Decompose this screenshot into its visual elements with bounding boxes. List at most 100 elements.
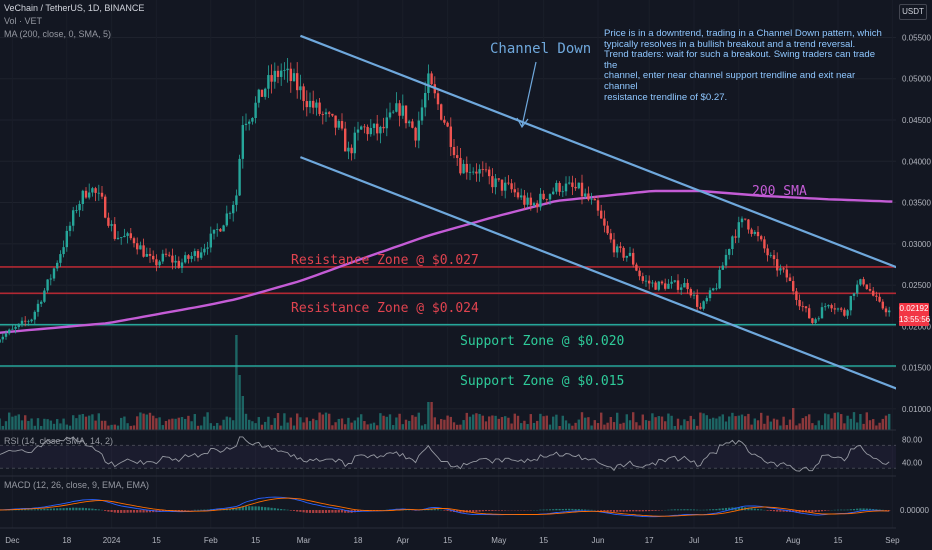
volume-bar [417,412,420,430]
volume-bar [689,415,692,430]
candle [808,308,811,319]
candle [363,126,366,128]
volume-bar [859,414,862,430]
volume-bar [779,425,782,430]
macd-histogram-bar [779,510,782,512]
macd-histogram-bar [65,507,68,511]
volume-bar [91,414,94,430]
macd-histogram-bar [113,510,116,513]
volume-bar [644,420,648,430]
candle [814,319,817,323]
volume-bar [459,424,462,430]
volume-bar [75,418,78,430]
macd-histogram-bar [177,510,180,511]
volume-bar [187,415,190,430]
volume-bar [155,418,158,430]
volume-bar [30,418,33,430]
macd-histogram-bar [331,510,334,513]
price-axis[interactable]: 0.05500 0.05000 0.04500 0.04000 0.03500 0.030… [896,0,932,550]
candle [766,248,769,256]
macd-histogram-bar [40,509,43,511]
symbol-title: VeChain / TetherUS, 1D, BINANCE [4,3,145,13]
candle [680,287,683,290]
macd-histogram-bar [820,510,824,512]
volume-bar [267,416,270,430]
volume-bar [356,417,360,430]
candle [452,146,456,156]
candle [852,293,856,296]
volume-bar [296,413,299,430]
currency-button[interactable]: USDT [899,4,927,20]
volume-bar [24,415,27,430]
candle [875,295,878,297]
volume-bar [680,425,683,430]
candle [305,101,308,108]
candle [622,247,625,258]
candle [321,114,324,115]
candle [657,281,660,290]
candle [440,104,443,120]
candle [827,305,830,307]
volume-bar [203,416,206,430]
volume-bar [196,425,200,430]
macd-histogram-bar [628,510,632,512]
volume-bar [651,413,654,430]
macd-histogram-bar [267,507,270,511]
candle [798,299,801,307]
macd-histogram-bar [766,510,769,511]
note-line: resistance trendline of $0.27. [604,91,728,103]
volume-bar [577,419,580,430]
candle [68,225,72,231]
macd-histogram-bar [686,509,689,511]
candle [801,306,804,308]
candle [667,283,670,289]
time-tick-label: 18 [62,536,71,545]
volume-bar [40,425,43,430]
candle [52,268,56,279]
candle [254,102,257,119]
volume-bar [452,422,456,430]
volume-bar [123,416,126,430]
volume-bar [4,421,8,430]
volume-bar [254,423,257,430]
volume-bar [132,425,136,430]
macd-histogram-bar [264,507,267,511]
volume-bar [728,416,731,430]
candle [24,320,27,322]
candle [705,298,708,302]
candle [420,107,424,121]
time-axis[interactable]: Dec 18 2024 15 Feb 15 Mar 18 Apr 15 May 15 Jun 17 Jul 1… [5,536,900,545]
candle [587,193,590,200]
macd-histogram-bar [670,509,673,511]
volume-bar [670,415,673,430]
candle [244,123,248,126]
macd-histogram-bar [683,509,686,511]
volume-bar [769,421,772,430]
candle [523,195,526,205]
zone-lines [0,266,896,367]
volume-bar [315,420,318,430]
chart-labels: Channel Down 200 SMA Resistance Zone @ $0.… [291,41,807,389]
candle [206,247,209,249]
volume-bar [622,422,625,430]
volume-bar [798,423,801,430]
candle [296,73,299,91]
macd-histogram-bar [244,506,248,511]
volume-bar [56,419,59,430]
candle [568,182,571,184]
volume-bar [72,415,75,430]
candle [286,68,289,71]
candle [113,224,116,239]
macd-histogram-bar [718,508,721,511]
candle [424,92,427,108]
candle [436,93,440,105]
volume-bar [379,413,382,430]
macd-histogram-bar [286,509,289,511]
volume-bar [209,423,212,430]
candle [824,306,827,308]
candle [478,169,481,174]
channel-upper-line [300,34,916,276]
macd-histogram-bar [475,510,478,512]
candle [225,213,228,226]
